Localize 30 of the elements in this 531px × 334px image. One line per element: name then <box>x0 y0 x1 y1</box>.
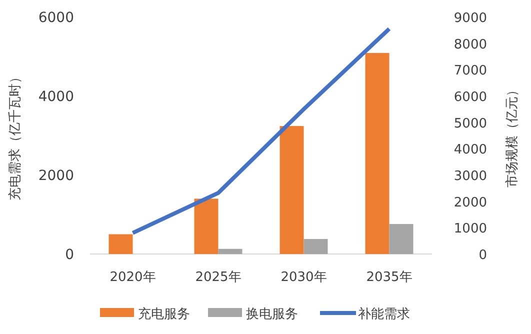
y2-tick-label: 5000 <box>454 116 487 132</box>
y2-tick-label: 6000 <box>454 90 487 105</box>
x-tick-label: 2030年 <box>280 270 327 285</box>
y2-axis-title: 市场规模（亿元） <box>505 84 520 188</box>
y-tick-label: 0 <box>65 247 74 263</box>
bar <box>365 52 390 254</box>
y2-tick-label: 3000 <box>454 169 487 184</box>
x-tick-label: 2020年 <box>110 270 156 285</box>
bar <box>218 248 242 254</box>
legend-label: 充电服务 <box>138 307 190 322</box>
x-tick-label: 2035年 <box>366 270 412 285</box>
y2-tick-label: 7000 <box>454 64 487 79</box>
y2-tick-label: 0 <box>478 248 487 263</box>
y-tick-label: 2000 <box>38 168 74 184</box>
legend-label: 补能需求 <box>358 307 410 322</box>
y-axis-title: 充电需求（亿千瓦时） <box>8 70 23 200</box>
y2-tick-label: 1000 <box>454 222 487 237</box>
y-tick-label: 4000 <box>38 89 74 105</box>
bar <box>280 126 304 254</box>
bar <box>194 198 218 254</box>
y-tick-label: 6000 <box>38 10 74 26</box>
bar <box>304 238 328 254</box>
bar <box>389 224 414 254</box>
x-tick-label: 2025年 <box>195 270 242 285</box>
y2-tick-label: 2000 <box>454 195 487 210</box>
bar <box>108 234 133 254</box>
y2-tick-label: 4000 <box>454 142 487 158</box>
y2-tick-label: 8000 <box>454 37 487 52</box>
legend-label: 换电服务 <box>246 307 298 322</box>
y2-tick-label: 9000 <box>454 11 487 26</box>
